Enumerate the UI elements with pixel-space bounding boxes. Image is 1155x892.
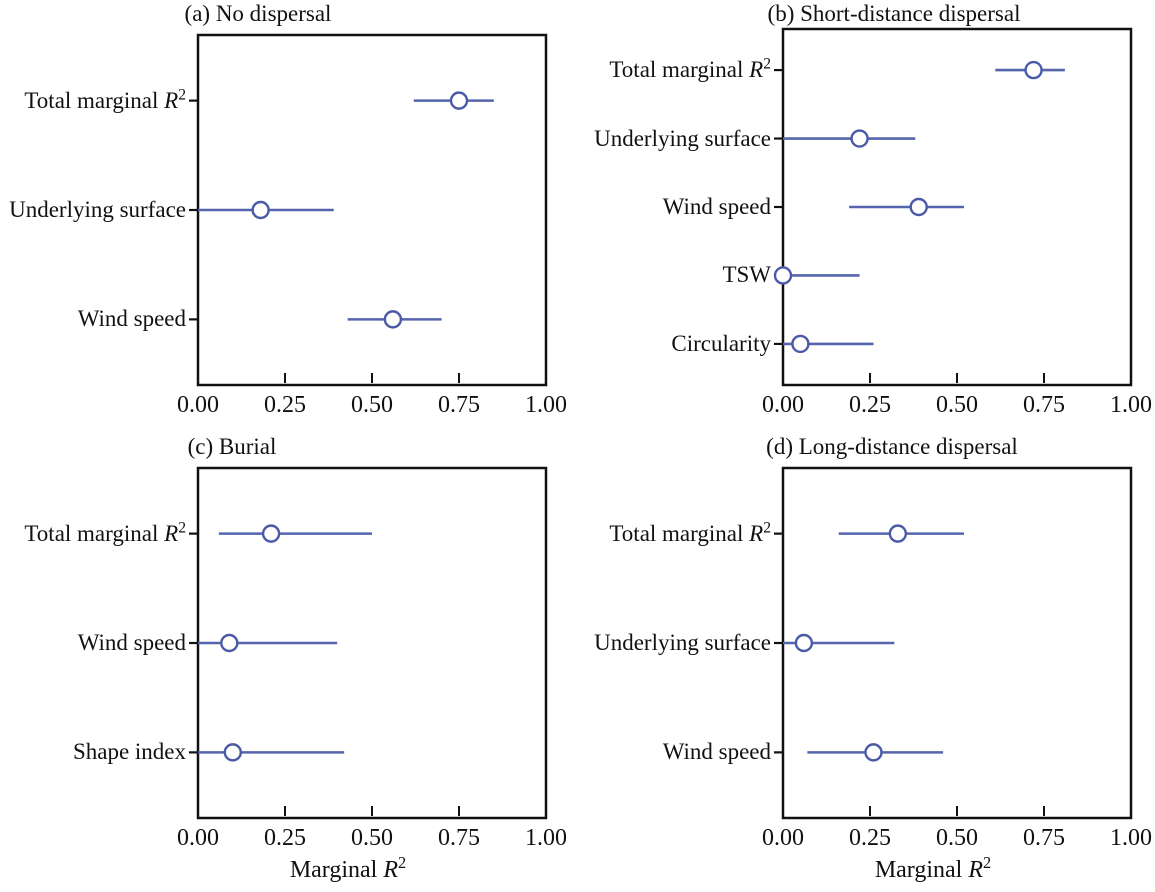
x-tick-label: 0.50 xyxy=(936,825,978,851)
x-tick-label: 0.75 xyxy=(438,825,480,851)
point-estimate-marker xyxy=(909,197,928,217)
category-label: Underlying surface xyxy=(594,630,771,655)
point-estimate-marker xyxy=(223,743,243,762)
category-label: Total marginal R2 xyxy=(609,518,771,546)
x-tick-label: 1.00 xyxy=(1110,392,1152,418)
category-label: Underlying surface xyxy=(594,125,771,151)
x-axis-label-long-distance: Marginal R2 xyxy=(874,853,992,883)
x-tick-label: 0.50 xyxy=(351,392,393,418)
x-tick-label: 0.00 xyxy=(177,392,219,418)
category-label: Circularity xyxy=(671,330,771,356)
x-tick-label: 0.25 xyxy=(849,825,891,851)
panel-c-title: (c) Burial xyxy=(187,434,277,459)
point-estimate-marker xyxy=(251,200,270,220)
category-label: Total marginal R2 xyxy=(609,55,771,83)
x-tick-label: 1.00 xyxy=(1110,825,1152,851)
panel-d-title: (d) Long-distance dispersal xyxy=(766,434,1018,459)
x-tick-label: 0.00 xyxy=(762,825,804,851)
category-label: Wind speed xyxy=(662,739,771,765)
x-tick-label: 0.25 xyxy=(264,392,306,418)
point-estimate-marker xyxy=(794,633,814,653)
category-label: Total marginal R2 xyxy=(24,518,186,546)
category-label: Total marginal R2 xyxy=(24,85,186,113)
x-tick-label: 0.25 xyxy=(264,825,306,851)
point-estimate-marker xyxy=(220,633,239,653)
point-estimate-marker xyxy=(1024,60,1043,80)
point-estimate-marker xyxy=(383,310,403,329)
point-estimate-marker xyxy=(773,266,793,285)
category-label: Wind speed xyxy=(77,306,186,332)
x-tick-label: 0.75 xyxy=(438,392,480,418)
point-estimate-marker xyxy=(864,743,883,762)
x-tick-label: 0.25 xyxy=(849,392,891,418)
x-tick-label: 1.00 xyxy=(525,392,567,418)
point-estimate-marker xyxy=(261,524,281,543)
x-tick-label: 0.75 xyxy=(1023,825,1065,851)
x-tick-label: 0.75 xyxy=(1023,392,1065,418)
category-label: Wind speed xyxy=(662,194,771,219)
panel-b-title: (b) Short-distance dispersal xyxy=(767,1,1021,26)
x-axis-label-burial: Marginal R2 xyxy=(289,853,407,883)
point-estimate-marker xyxy=(791,334,810,354)
point-estimate-marker xyxy=(449,91,469,110)
panel-a-title: (a) No dispersal xyxy=(184,1,332,26)
x-tick-label: 0.50 xyxy=(936,392,978,418)
x-tick-label: 0.00 xyxy=(177,825,219,851)
point-estimate-marker xyxy=(850,129,869,148)
x-tick-label: 1.00 xyxy=(525,825,567,851)
category-label: Wind speed xyxy=(77,630,186,655)
category-label: TSW xyxy=(722,262,771,288)
x-tick-label: 0.00 xyxy=(762,392,804,418)
category-label: Underlying surface xyxy=(9,197,186,222)
category-label: Shape index xyxy=(72,739,186,765)
point-estimate-marker xyxy=(888,524,908,543)
x-tick-label: 0.50 xyxy=(351,825,393,851)
panel-box xyxy=(781,27,1133,387)
